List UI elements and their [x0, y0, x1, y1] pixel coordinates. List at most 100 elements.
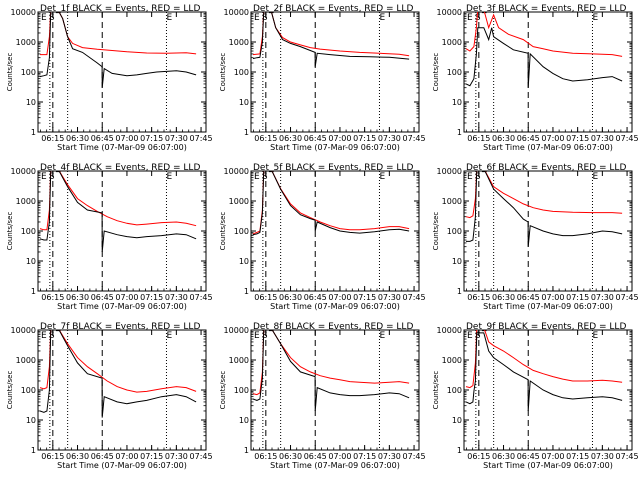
- x-tick-label: 06:15: [41, 293, 64, 302]
- x-tick-label: 07:45: [190, 134, 213, 143]
- y-tick-label: 10: [452, 257, 462, 266]
- x-tick-label: 07:15: [353, 293, 376, 302]
- x-tick-label: 06:45: [91, 293, 114, 302]
- y-tick-label: 10000: [11, 167, 36, 176]
- marker-letter: E: [467, 331, 473, 341]
- x-tick-label: 07:45: [403, 293, 426, 302]
- x-tick-label: 07:00: [328, 452, 351, 461]
- y-tick-label: 10000: [224, 8, 249, 17]
- y-tick-label: 1: [31, 287, 36, 296]
- events-series-line: [465, 332, 623, 412]
- x-tick-label: 06:30: [279, 134, 302, 143]
- y-tick-label: 1: [31, 446, 36, 455]
- x-tick-label: 07:00: [541, 134, 564, 143]
- marker-letter: E: [254, 331, 260, 341]
- y-tick-label: 10: [26, 98, 36, 107]
- marker-letter: S: [475, 331, 481, 341]
- x-axis-label: Start Time (07-Mar-09 06:07:00): [483, 302, 613, 311]
- x-tick-label: 07:30: [591, 452, 614, 461]
- x-tick-label: 06:15: [467, 134, 490, 143]
- marker-letter: S: [262, 13, 268, 23]
- x-tick-label: 07:45: [616, 452, 639, 461]
- x-tick-label: 07:45: [190, 452, 213, 461]
- y-axis-label: Counts/sec: [219, 371, 227, 410]
- x-axis-label: Start Time (07-Mar-09 06:07:00): [483, 461, 613, 470]
- marker-letter: S: [49, 331, 55, 341]
- panel-title: Det_9f BLACK = Events, RED = LLD: [466, 322, 626, 332]
- x-axis-label: Start Time (07-Mar-09 06:07:00): [57, 302, 187, 311]
- x-tick-label: 06:30: [492, 452, 515, 461]
- lld-series-line: [252, 171, 410, 235]
- y-tick-label: 1000: [229, 197, 249, 206]
- y-tick-label: 10000: [11, 8, 36, 17]
- y-axis-label: Counts/sec: [432, 212, 440, 251]
- y-axis-label: Counts/sec: [6, 212, 14, 251]
- y-tick-label: 10000: [11, 326, 36, 335]
- x-tick-label: 06:30: [66, 293, 89, 302]
- x-tick-label: 07:00: [328, 134, 351, 143]
- y-tick-label: 1: [244, 446, 249, 455]
- marker-letter: E: [592, 331, 598, 341]
- y-axis-label: Counts/sec: [219, 212, 227, 251]
- plot-frame: [37, 170, 207, 292]
- y-tick-label: 100: [234, 68, 249, 77]
- lld-series-line: [465, 330, 623, 389]
- y-tick-label: 10: [26, 257, 36, 266]
- marker-letter: E: [254, 13, 260, 23]
- panel-title: Det_8f BLACK = Events, RED = LLD: [253, 322, 413, 332]
- x-tick-label: 06:15: [41, 452, 64, 461]
- events-series-line: [39, 330, 197, 418]
- lld-series-line: [465, 171, 623, 219]
- marker-letter: E: [379, 13, 385, 23]
- x-tick-label: 07:00: [328, 293, 351, 302]
- marker-letter: E: [166, 13, 172, 23]
- x-tick-label: 07:45: [403, 134, 426, 143]
- x-tick-label: 07:30: [591, 134, 614, 143]
- y-tick-label: 100: [234, 386, 249, 395]
- y-tick-label: 10000: [224, 326, 249, 335]
- x-tick-label: 07:15: [566, 452, 589, 461]
- x-tick-label: 07:45: [190, 293, 213, 302]
- marker-letter: E: [254, 172, 260, 182]
- x-tick-label: 06:30: [66, 452, 89, 461]
- y-tick-label: 1: [244, 128, 249, 137]
- x-axis-label: Start Time (07-Mar-09 06:07:00): [57, 461, 187, 470]
- x-tick-label: 07:15: [353, 452, 376, 461]
- y-tick-label: 100: [447, 386, 462, 395]
- plot-frame: [37, 11, 207, 133]
- x-tick-label: 07:15: [140, 452, 163, 461]
- x-tick-label: 06:45: [304, 134, 327, 143]
- x-tick-label: 07:00: [115, 452, 138, 461]
- x-tick-label: 07:15: [566, 134, 589, 143]
- x-tick-label: 06:15: [254, 452, 277, 461]
- marker-letter: S: [262, 172, 268, 182]
- lld-series-line: [39, 330, 197, 393]
- plot-frame: [37, 329, 207, 451]
- y-tick-label: 1000: [16, 356, 36, 365]
- y-tick-label: 1000: [442, 356, 462, 365]
- y-tick-label: 1000: [16, 38, 36, 47]
- x-tick-label: 06:15: [254, 134, 277, 143]
- y-tick-label: 100: [21, 386, 36, 395]
- marker-letter: E: [467, 13, 473, 23]
- marker-letter: S: [49, 13, 55, 23]
- x-tick-label: 07:30: [378, 293, 401, 302]
- x-tick-label: 06:30: [492, 134, 515, 143]
- x-tick-label: 07:30: [591, 293, 614, 302]
- y-tick-label: 10: [239, 257, 249, 266]
- marker-letter: E: [166, 172, 172, 182]
- events-series-line: [465, 27, 623, 88]
- x-tick-label: 06:45: [304, 452, 327, 461]
- x-tick-label: 06:15: [467, 452, 490, 461]
- y-tick-label: 10: [26, 416, 36, 425]
- lld-series-line: [465, 12, 623, 57]
- x-axis-label: Start Time (07-Mar-09 06:07:00): [483, 143, 613, 152]
- marker-letter: E: [41, 172, 47, 182]
- x-tick-label: 06:30: [279, 452, 302, 461]
- y-tick-label: 100: [234, 227, 249, 236]
